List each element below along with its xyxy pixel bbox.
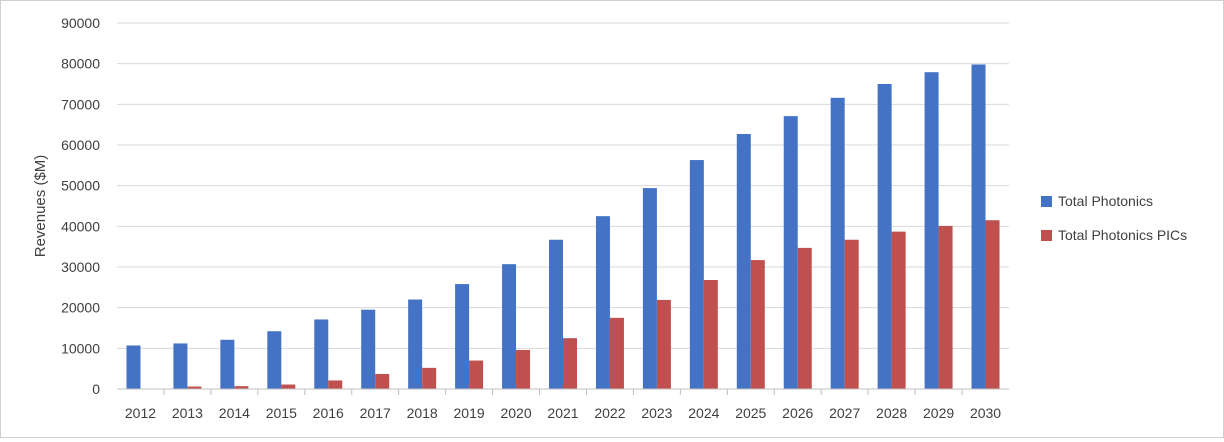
y-tick-label: 20000 bbox=[61, 300, 100, 316]
x-tick-label: 2017 bbox=[360, 405, 391, 421]
bar-total-photonics-pics-2022 bbox=[609, 317, 624, 389]
x-tick-label: 2018 bbox=[407, 405, 438, 421]
bar-total-photonics-pics-2028 bbox=[891, 231, 906, 389]
y-tick-label: 10000 bbox=[61, 340, 100, 356]
y-tick-label: 70000 bbox=[61, 96, 100, 112]
bar-total-photonics-2028 bbox=[877, 84, 892, 389]
bar-total-photonics-2027 bbox=[830, 97, 845, 390]
bar-total-photonics-2023 bbox=[642, 188, 657, 389]
bar-total-photonics-2030 bbox=[971, 64, 986, 390]
bar-total-photonics-pics-2021 bbox=[563, 338, 577, 389]
bar-total-photonics-2025 bbox=[736, 134, 751, 389]
bar-total-photonics-2022 bbox=[595, 216, 610, 389]
bar-total-photonics-2020 bbox=[502, 264, 517, 389]
bar-total-photonics-pics-2020 bbox=[516, 349, 531, 389]
x-tick-label: 2029 bbox=[923, 405, 954, 421]
grid-lines bbox=[117, 22, 1009, 349]
x-tick-label: 2028 bbox=[876, 405, 907, 421]
bar-total-photonics-2018 bbox=[408, 299, 423, 389]
y-axis-ticks: 0 10000 20000 30000 40000 50000 60000 70000 8000… bbox=[61, 15, 100, 397]
x-tick-label: 2013 bbox=[172, 405, 203, 421]
legend-label-total-photonics-pics: Total Photonics PICs bbox=[1058, 227, 1187, 243]
x-tick-label: 2030 bbox=[970, 405, 1001, 421]
legend-swatch-total-photonics-pics bbox=[1041, 230, 1052, 241]
bar-total-photonics-pics-2023 bbox=[656, 299, 671, 389]
bar-total-photonics-2014 bbox=[220, 339, 235, 389]
y-tick-label: 60000 bbox=[61, 137, 100, 153]
y-axis-title: Revenues ($M) bbox=[32, 155, 49, 258]
x-tick-label: 2024 bbox=[688, 405, 719, 421]
x-tick-label: 2025 bbox=[735, 405, 766, 421]
bar-total-photonics-2012 bbox=[126, 345, 141, 389]
x-tick-label: 2023 bbox=[641, 405, 672, 421]
bar-total-photonics-2013 bbox=[173, 343, 188, 389]
y-tick-label: 40000 bbox=[61, 218, 100, 234]
x-tick-label: 2026 bbox=[782, 405, 813, 421]
bar-total-photonics-2015 bbox=[267, 331, 282, 389]
x-tick-label: 2020 bbox=[500, 405, 531, 421]
x-axis-ticks: 2012 2013 2014 2015 2016 2017 2018 2019 2020 2021… bbox=[125, 389, 1001, 421]
bar-total-photonics-2024 bbox=[689, 160, 704, 389]
bar-total-photonics-pics-2030 bbox=[985, 220, 1000, 389]
x-tick-label: 2021 bbox=[547, 405, 578, 421]
bar-total-photonics-pics-2018 bbox=[422, 367, 437, 389]
x-tick-label: 2012 bbox=[125, 405, 156, 421]
bar-total-photonics-pics-2029 bbox=[938, 225, 953, 389]
bar-total-photonics-pics-2015 bbox=[281, 384, 296, 389]
bar-total-photonics-2026 bbox=[783, 116, 798, 390]
bar-total-photonics-pics-2017 bbox=[375, 373, 390, 389]
y-tick-label: 0 bbox=[92, 381, 100, 397]
x-tick-label: 2027 bbox=[829, 405, 860, 421]
y-tick-label: 90000 bbox=[61, 15, 100, 31]
bar-total-photonics-pics-2024 bbox=[703, 280, 718, 389]
y-tick-label: 80000 bbox=[61, 56, 100, 72]
bar-total-photonics-pics-2026 bbox=[797, 247, 812, 389]
bars bbox=[126, 64, 1000, 390]
bar-total-photonics-2017 bbox=[361, 309, 376, 389]
x-tick-label: 2016 bbox=[313, 405, 344, 421]
bar-total-photonics-pics-2027 bbox=[844, 239, 859, 389]
x-tick-label: 2015 bbox=[266, 405, 297, 421]
bar-total-photonics-pics-2013 bbox=[187, 386, 202, 389]
y-tick-label: 30000 bbox=[61, 259, 100, 275]
bar-total-photonics-pics-2019 bbox=[469, 360, 484, 389]
bar-total-photonics-pics-2014 bbox=[234, 386, 249, 389]
bar-total-photonics-2019 bbox=[455, 284, 470, 389]
bar-total-photonics-2016 bbox=[314, 319, 329, 389]
x-tick-label: 2022 bbox=[594, 405, 625, 421]
x-tick-label: 2014 bbox=[219, 405, 250, 421]
legend-swatch-total-photonics bbox=[1041, 196, 1052, 207]
bar-total-photonics-pics-2016 bbox=[328, 380, 343, 389]
x-tick-label: 2019 bbox=[454, 405, 485, 421]
bar-total-photonics-2029 bbox=[924, 72, 939, 389]
legend-label-total-photonics: Total Photonics bbox=[1058, 193, 1153, 209]
legend: Total Photonics Total Photonics PICs bbox=[1041, 193, 1187, 243]
y-tick-label: 50000 bbox=[61, 178, 100, 194]
bar-total-photonics-2021 bbox=[549, 239, 563, 389]
bar-total-photonics-pics-2025 bbox=[750, 260, 765, 389]
